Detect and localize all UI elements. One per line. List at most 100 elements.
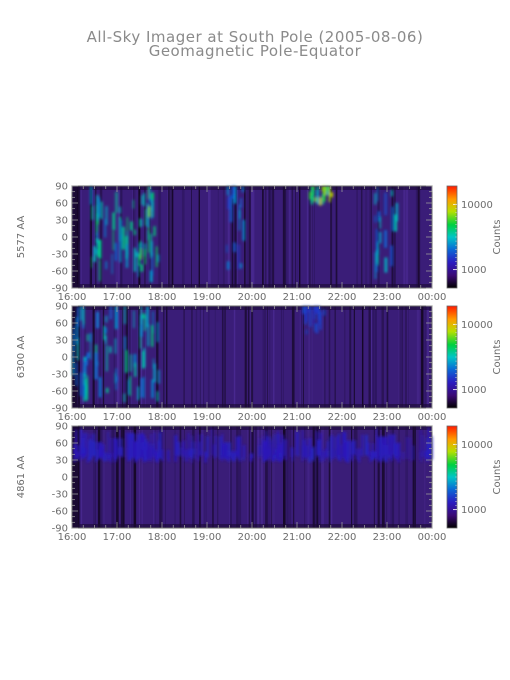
emission-streak (151, 325, 154, 347)
emission-streak (326, 441, 329, 458)
emission-streak (324, 448, 327, 458)
emission-streak (367, 442, 370, 458)
heatmap-column (308, 186, 310, 288)
emission-streak (303, 440, 306, 458)
emission-streak (348, 440, 351, 459)
heatmap-column (252, 186, 255, 288)
heatmap-column (233, 186, 237, 288)
emission-streak (151, 446, 154, 458)
emission-streak (118, 446, 121, 457)
emission-streak (262, 436, 264, 459)
emission-streak (157, 254, 160, 263)
emission-streak (233, 186, 237, 204)
emission-streak (105, 261, 108, 270)
heatmap-features (72, 306, 326, 403)
emission-streak (239, 198, 243, 208)
emission-streak (107, 431, 110, 457)
heatmap-column (280, 306, 282, 408)
heatmap-column (377, 186, 380, 288)
heatmap-column (321, 426, 324, 528)
emission-streak (314, 197, 317, 202)
emission-streak (147, 186, 150, 200)
emission-streak (90, 433, 93, 458)
emission-streak (405, 436, 409, 460)
emission-streak (283, 438, 286, 456)
heatmap-column (166, 306, 168, 408)
heatmap-column (81, 306, 84, 408)
y-tick-label: 90 (55, 422, 68, 433)
emission-streak (153, 363, 156, 383)
emission-streak (122, 226, 125, 250)
y-tick-label: -60 (52, 507, 68, 518)
emission-streak (157, 369, 161, 384)
heatmap-column (248, 426, 250, 528)
emission-streak (153, 226, 156, 237)
heatmap-column (270, 426, 273, 528)
y-tick-label: -90 (52, 284, 68, 295)
emission-streak (360, 434, 364, 457)
heatmap-column (201, 426, 205, 528)
emission-streak (86, 456, 90, 463)
heatmap-column (310, 186, 313, 288)
emission-streak (313, 323, 317, 332)
heatmap-column (386, 306, 389, 408)
heatmap-column (272, 426, 274, 528)
emission-streak (89, 333, 92, 360)
heatmap-column (351, 426, 353, 528)
emission-streak (114, 372, 117, 384)
heatmap-column (269, 306, 271, 408)
heatmap-column (398, 426, 400, 528)
heatmap-column (291, 306, 295, 408)
y-tick-label: -60 (52, 267, 68, 278)
emission-streak (161, 449, 164, 462)
heatmap-column (365, 186, 368, 288)
heatmap-column (374, 306, 377, 408)
heatmap-column (306, 186, 309, 288)
y-tick-label: -30 (52, 250, 68, 261)
heatmap-column (415, 186, 418, 288)
y-tick-label: -60 (52, 387, 68, 398)
heatmap-column (381, 426, 385, 528)
emission-streak (104, 327, 108, 334)
heatmap-column (99, 426, 103, 528)
heatmap-column (192, 426, 196, 528)
emission-streak (393, 434, 396, 458)
emission-streak (104, 335, 107, 345)
emission-streak (132, 440, 136, 459)
emission-streak (83, 432, 86, 458)
emission-streak (370, 451, 373, 462)
emission-streak (281, 434, 284, 460)
emission-streak (240, 263, 243, 269)
emission-streak (94, 449, 97, 463)
heatmap-column (94, 426, 97, 528)
emission-streak (422, 435, 425, 458)
emission-streak (90, 186, 93, 205)
y-tick-label: 0 (62, 473, 68, 484)
heatmap-column (154, 426, 156, 528)
heatmap-column (310, 306, 313, 408)
emission-streak (317, 313, 320, 325)
heatmap-column (229, 426, 231, 528)
emission-streak (227, 450, 230, 463)
emission-streak (316, 306, 319, 313)
heatmap-column (144, 186, 146, 288)
heatmap-column (390, 426, 392, 528)
heatmap-column (349, 306, 352, 408)
emission-streak (88, 439, 92, 461)
emission-streak (141, 441, 143, 456)
emission-streak (104, 219, 107, 238)
x-tick-label: 00:00 (418, 292, 447, 303)
emission-streak (146, 442, 150, 459)
heatmap-column (282, 306, 284, 408)
emission-streak (229, 195, 233, 223)
heatmap-column (222, 186, 225, 288)
x-tick-label: 19:00 (193, 412, 222, 423)
colorbar (447, 426, 457, 528)
y-tick-label: 0 (62, 353, 68, 364)
heatmap-column (323, 306, 326, 408)
emission-streak (137, 386, 139, 401)
heatmap-column (116, 426, 119, 528)
emission-streak (229, 452, 233, 460)
emission-streak (140, 314, 143, 337)
emission-streak (313, 306, 315, 325)
